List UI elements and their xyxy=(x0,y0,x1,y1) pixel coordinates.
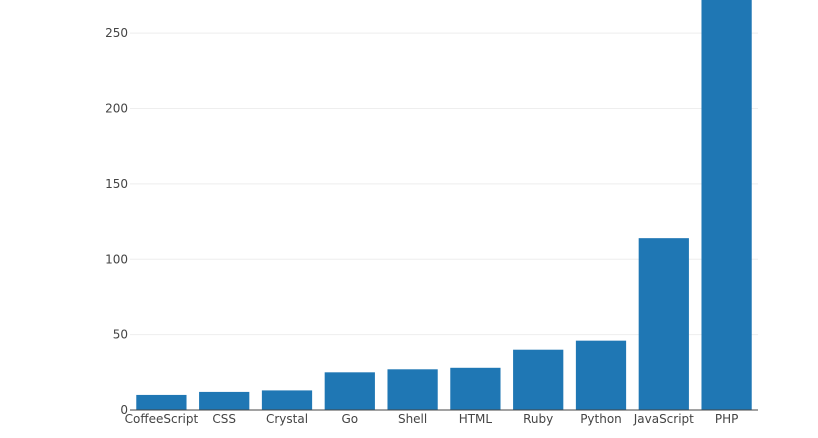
x-tick-label: HTML xyxy=(459,412,493,426)
x-tick-label: Python xyxy=(580,412,622,426)
y-tick-label: 150 xyxy=(105,177,128,191)
y-tick-label: 200 xyxy=(105,102,128,116)
y-tick-label: 0 xyxy=(120,403,128,417)
bar-python xyxy=(575,340,627,410)
bar-go xyxy=(324,372,375,410)
bar-shell xyxy=(387,369,438,410)
x-tick-label: Ruby xyxy=(523,412,553,426)
x-tick-label: JavaScript xyxy=(633,412,694,426)
tick-labels: 0 50 100 150 200 250 CoffeeScript CSS Crystal Go S… xyxy=(105,26,738,426)
x-tick-label: PHP xyxy=(715,412,739,426)
x-tick-label: Go xyxy=(341,412,358,426)
x-tick-label: CSS xyxy=(212,412,236,426)
bar-coffeescript xyxy=(136,394,187,410)
y-tick-label: 100 xyxy=(105,252,128,266)
bar-html xyxy=(450,367,501,410)
x-tick-label: CoffeeScript xyxy=(125,412,199,426)
y-tick-label: 50 xyxy=(113,328,128,342)
bar-css xyxy=(199,391,250,410)
bars xyxy=(136,0,752,410)
bar-ruby xyxy=(513,349,564,410)
y-tick-label: 250 xyxy=(105,26,128,40)
bar-crystal xyxy=(261,390,313,410)
bar-javascript xyxy=(638,238,689,410)
x-tick-label: Crystal xyxy=(266,412,308,426)
bar-php xyxy=(701,0,752,410)
x-tick-label: Shell xyxy=(398,412,427,426)
